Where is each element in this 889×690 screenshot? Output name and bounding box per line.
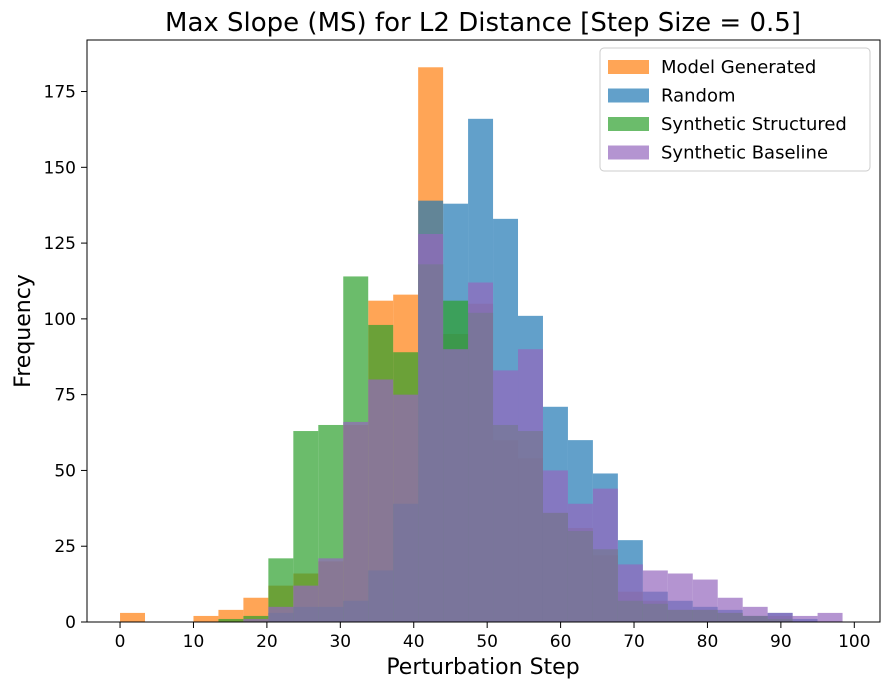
bar-synthetic-baseline-9 — [468, 282, 494, 622]
x-tick-label: 10 — [183, 632, 205, 652]
bar-synthetic-baseline-15 — [617, 564, 643, 622]
y-tick-label: 75 — [54, 386, 76, 406]
x-tick-label: 20 — [256, 632, 278, 652]
legend-label-synthetic-baseline: Synthetic Baseline — [661, 143, 828, 164]
bar-synthetic-structured-0 — [218, 618, 244, 622]
chart-title: Max Slope (MS) for L2 Distance [Step Siz… — [165, 8, 801, 38]
bar-synthetic-baseline-7 — [418, 234, 444, 622]
bar-synthetic-baseline-16 — [642, 570, 668, 622]
bar-synthetic-baseline-3 — [318, 558, 344, 622]
bar-synthetic-baseline-0 — [243, 618, 269, 622]
bar-synthetic-baseline-14 — [592, 488, 618, 622]
bar-synthetic-baseline-2 — [293, 585, 319, 622]
bar-synthetic-baseline-6 — [393, 394, 419, 622]
y-tick-label: 25 — [54, 537, 76, 557]
y-tick-label: 125 — [44, 234, 76, 254]
bar-model-generated-1 — [193, 615, 219, 622]
legend-label-synthetic-structured: Synthetic Structured — [661, 114, 847, 135]
legend-swatch-synthetic-baseline — [608, 145, 649, 160]
y-axis-label: Frequency — [11, 274, 36, 388]
bar-synthetic-baseline-12 — [542, 470, 568, 622]
bar-synthetic-baseline-1 — [268, 606, 294, 622]
bar-synthetic-baseline-20 — [742, 606, 768, 622]
x-tick-label: 90 — [770, 632, 792, 652]
x-tick-label: 30 — [329, 632, 351, 652]
y-tick-label: 50 — [54, 461, 76, 481]
bar-synthetic-baseline-4 — [343, 421, 369, 622]
x-tick-label: 60 — [550, 632, 572, 652]
legend-label-model-generated: Model Generated — [661, 57, 816, 78]
legend-swatch-synthetic-structured — [608, 117, 649, 131]
x-tick-label: 80 — [697, 632, 719, 652]
bar-synthetic-baseline-17 — [667, 573, 693, 622]
bar-synthetic-baseline-21 — [767, 612, 793, 622]
bar-synthetic-baseline-13 — [567, 503, 593, 622]
plot-frame — [86, 39, 881, 623]
bar-synthetic-baseline-8 — [443, 349, 469, 622]
x-axis-label: Perturbation Step — [386, 655, 579, 680]
legend-swatch-model-generated — [608, 60, 649, 74]
series-synthetic-baseline — [243, 234, 843, 622]
y-tick-label: 175 — [44, 83, 76, 103]
bar-model-generated-0 — [120, 612, 146, 622]
bar-synthetic-baseline-18 — [692, 579, 718, 622]
legend-box — [599, 47, 871, 172]
bar-synthetic-baseline-22 — [792, 615, 818, 622]
bar-synthetic-baseline-5 — [368, 379, 394, 622]
bar-synthetic-baseline-23 — [817, 612, 843, 622]
x-tick-label: 100 — [838, 632, 870, 652]
legend-swatch-random — [608, 88, 649, 103]
legend-label-random: Random — [661, 86, 736, 107]
bar-synthetic-baseline-19 — [717, 597, 743, 622]
x-tick-label: 40 — [403, 632, 425, 652]
legend: Model Generated Random Synthetic Structure… — [599, 47, 871, 172]
y-tick-label: 0 — [65, 613, 76, 633]
plot-bars — [120, 67, 843, 622]
y-tick-label: 150 — [44, 158, 76, 178]
x-tick-label: 0 — [115, 632, 126, 652]
bar-synthetic-baseline-11 — [518, 349, 543, 622]
x-tick-label: 70 — [623, 632, 645, 652]
x-axis-ticks: 0 10 20 30 40 50 60 70 80 90 100 — [115, 622, 871, 652]
y-tick-label: 100 — [44, 310, 76, 330]
x-tick-label: 50 — [476, 632, 498, 652]
bar-synthetic-baseline-10 — [493, 370, 519, 622]
y-axis-ticks: 0 25 50 75 100 125 150 175 — [44, 83, 87, 633]
